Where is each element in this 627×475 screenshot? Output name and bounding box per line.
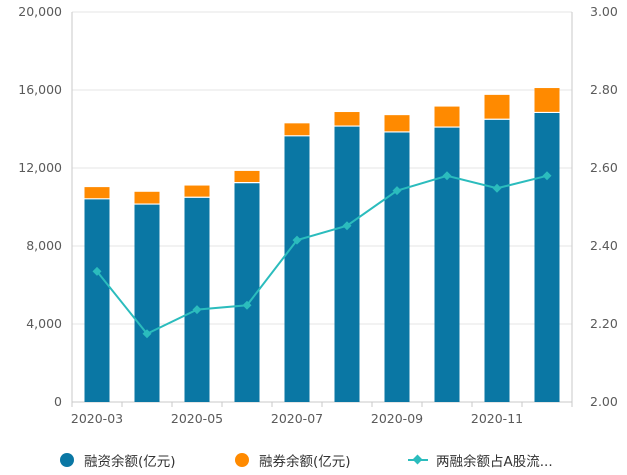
bar-securities-lending[interactable]: [134, 191, 160, 205]
ratio-point[interactable]: [342, 221, 352, 231]
ratio-point[interactable]: [142, 329, 152, 339]
y-left-tick-label: 16,000: [18, 82, 62, 97]
y-left-tick-label: 4,000: [26, 316, 62, 331]
bar-securities-lending[interactable]: [284, 123, 310, 136]
bar-financing[interactable]: [134, 204, 160, 402]
bar-securities-lending[interactable]: [434, 106, 460, 128]
bar-financing[interactable]: [184, 197, 210, 402]
bar-financing[interactable]: [434, 127, 460, 403]
y-left-tick-label: 20,000: [18, 4, 62, 19]
y-right-tick-label: 2.40: [590, 238, 618, 253]
bar-securities-lending[interactable]: [384, 115, 410, 132]
legend-item-securities-lending[interactable]: 融券余额(亿元): [235, 448, 351, 472]
bar-securities-lending[interactable]: [334, 112, 360, 127]
bar-financing[interactable]: [534, 112, 560, 403]
bar-securities-lending[interactable]: [484, 94, 510, 120]
y-right-tick-label: 3.00: [590, 4, 618, 19]
ratio-point[interactable]: [492, 183, 502, 193]
y-right-tick-label: 2.80: [590, 82, 618, 97]
y-left-tick-label: 8,000: [26, 238, 62, 253]
ratio-point[interactable]: [542, 171, 552, 181]
legend-marker-securities-lending: [235, 453, 249, 467]
ratio-point[interactable]: [192, 305, 202, 315]
x-tick-label: 2020-03: [71, 411, 123, 426]
x-tick-label: 2020-11: [471, 411, 523, 426]
x-tick-label: 2020-07: [271, 411, 323, 426]
bar-financing[interactable]: [384, 131, 410, 403]
legend-marker-financing: [60, 453, 74, 467]
legend-label-financing: 融资余额(亿元): [84, 454, 176, 470]
legend: 融资余额(亿元) 融券余额(亿元) 两融余额占A股流...: [0, 448, 627, 472]
bar-financing[interactable]: [84, 198, 110, 402]
legend-label-ratio: 两融余额占A股流...: [436, 454, 553, 470]
legend-label-securities-lending: 融券余额(亿元): [259, 454, 351, 470]
chart: 0 4,000 8,000 12,000 16,000 20,000 2.00 2.20 2.4…: [18, 4, 618, 426]
bar-financing[interactable]: [234, 182, 260, 402]
bar-securities-lending[interactable]: [234, 170, 260, 183]
legend-marker-ratio: [408, 453, 428, 467]
bar-financing[interactable]: [334, 126, 360, 402]
ratio-point[interactable]: [292, 235, 302, 245]
y-left-tick-label: 0: [54, 394, 62, 409]
y-right-tick-label: 2.20: [590, 316, 618, 331]
legend-item-financing[interactable]: 融资余额(亿元): [60, 448, 176, 472]
bar-securities-lending[interactable]: [84, 187, 110, 199]
y-right-tick-label: 2.00: [590, 394, 618, 409]
ratio-point[interactable]: [242, 300, 252, 310]
x-tick-label: 2020-09: [371, 411, 423, 426]
ratio-point[interactable]: [442, 171, 452, 181]
bar-securities-lending[interactable]: [534, 88, 560, 113]
bar-securities-lending[interactable]: [184, 185, 210, 198]
bar-financing[interactable]: [284, 135, 310, 402]
legend-item-ratio[interactable]: 两融余额占A股流...: [408, 448, 553, 472]
ratio-point[interactable]: [392, 186, 402, 196]
bar-financing[interactable]: [484, 119, 510, 402]
y-right-tick-label: 2.60: [590, 160, 618, 175]
ratio-line: [96, 174, 548, 335]
x-tick-label: 2020-05: [171, 411, 223, 426]
y-left-tick-label: 12,000: [18, 160, 62, 175]
ratio-point[interactable]: [92, 266, 102, 276]
